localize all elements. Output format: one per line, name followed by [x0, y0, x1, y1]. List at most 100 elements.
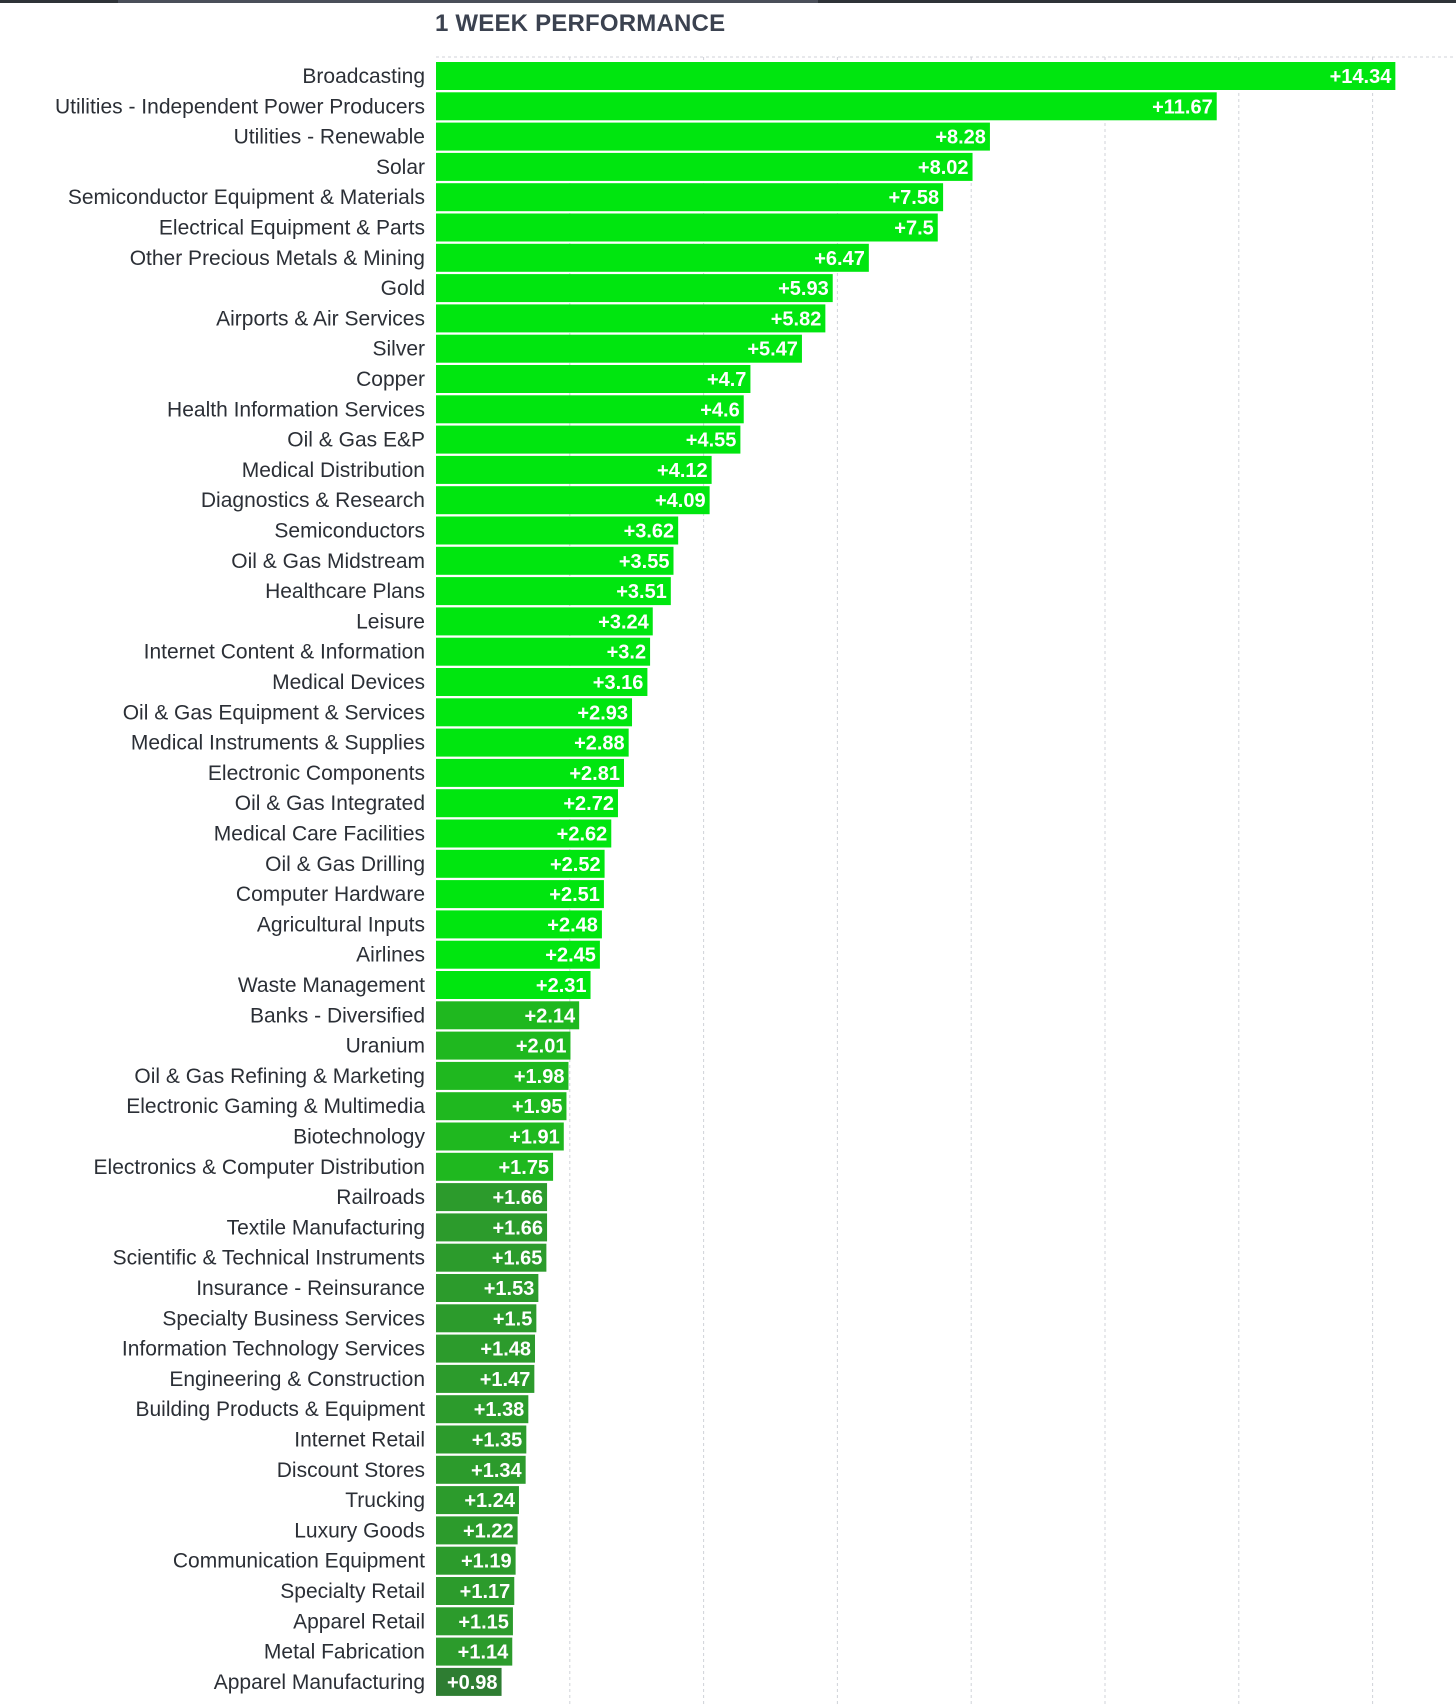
category-labels: Broadcasting Utilities - Independent Powe…	[55, 65, 426, 1694]
value-labels: +14.34 +11.67 +8.28 +8.02 +7.58 +7.5 +6.47 +5.9…	[447, 66, 1392, 1694]
bar	[436, 92, 1217, 121]
category-label: Uranium	[346, 1035, 425, 1058]
category-label: Internet Content & Information	[144, 641, 425, 664]
value-label: +14.34	[1330, 66, 1393, 88]
bar	[436, 62, 1396, 90]
category-label: Other Precious Metals & Mining	[130, 247, 425, 270]
value-label: +5.82	[771, 308, 822, 330]
value-label: +1.24	[464, 1490, 515, 1512]
bar	[436, 1546, 516, 1575]
value-label: +1.17	[460, 1581, 511, 1603]
bar	[436, 1092, 567, 1121]
category-label: Biotechnology	[293, 1126, 425, 1149]
category-label: Airports & Air Services	[216, 307, 425, 330]
bar	[436, 1061, 569, 1090]
bar	[436, 1637, 513, 1666]
bar	[436, 910, 602, 939]
category-label: Information Technology Services	[122, 1338, 425, 1361]
top-border-segment	[0, 0, 118, 3]
bar	[436, 698, 633, 727]
value-label: +2.88	[574, 733, 625, 755]
bar	[436, 940, 600, 969]
bar	[436, 819, 612, 848]
top-border-segment	[818, 0, 1456, 3]
bar	[436, 668, 648, 696]
category-label: Agricultural Inputs	[257, 913, 425, 936]
bar	[436, 1455, 526, 1484]
value-label: +2.52	[550, 854, 601, 876]
bar	[436, 637, 651, 666]
category-label: Healthcare Plans	[265, 580, 425, 603]
value-label: +1.38	[474, 1399, 525, 1421]
category-label: Scientific & Technical Instruments	[113, 1247, 425, 1270]
category-label: Oil & Gas Refining & Marketing	[134, 1065, 425, 1088]
value-label: +2.51	[549, 884, 600, 906]
bar	[436, 1001, 580, 1030]
bar	[436, 546, 674, 575]
bar	[436, 243, 869, 272]
value-label: +2.81	[569, 763, 620, 785]
value-label: +2.31	[536, 975, 587, 997]
category-label: Semiconductor Equipment & Materials	[68, 186, 425, 209]
bar	[436, 880, 604, 909]
bar	[436, 365, 751, 393]
category-label: Banks - Diversified	[250, 1004, 425, 1027]
bar	[436, 1243, 547, 1272]
value-label: +3.16	[593, 672, 644, 694]
value-label: +3.62	[624, 521, 675, 543]
value-label: +7.58	[888, 187, 939, 209]
category-label: Gold	[381, 277, 425, 300]
value-label: +4.55	[686, 430, 737, 452]
bar	[436, 1274, 539, 1302]
category-label: Internet Retail	[294, 1429, 425, 1452]
category-label: Textile Manufacturing	[227, 1216, 425, 1239]
bar	[436, 183, 944, 212]
category-label: Health Information Services	[167, 398, 425, 421]
value-label: +5.47	[747, 339, 798, 361]
value-label: +1.75	[498, 1157, 549, 1179]
value-label: +1.66	[492, 1217, 543, 1239]
category-label: Waste Management	[238, 974, 425, 997]
value-label: +1.95	[512, 1096, 563, 1118]
category-label: Copper	[356, 368, 425, 391]
category-label: Electronic Components	[208, 762, 425, 785]
value-label: +4.6	[700, 399, 739, 421]
bar	[436, 1516, 518, 1545]
category-label: Airlines	[356, 944, 425, 967]
value-label: +3.24	[598, 611, 649, 633]
value-label: +2.01	[516, 1036, 567, 1058]
value-label: +2.62	[557, 824, 608, 846]
category-label: Insurance - Reinsurance	[196, 1277, 425, 1300]
bar	[436, 1183, 548, 1212]
category-label: Engineering & Construction	[169, 1368, 425, 1391]
category-label: Leisure	[356, 610, 425, 633]
bar	[436, 577, 671, 606]
category-label: Discount Stores	[277, 1459, 425, 1482]
bar	[436, 516, 679, 545]
bar	[436, 1364, 535, 1393]
category-label: Communication Equipment	[173, 1550, 425, 1573]
category-label: Apparel Manufacturing	[214, 1671, 425, 1694]
category-label: Specialty Retail	[280, 1580, 425, 1603]
category-label: Diagnostics & Research	[201, 489, 425, 512]
value-label: +1.34	[471, 1460, 522, 1482]
value-label: +3.55	[619, 551, 670, 573]
value-label: +4.12	[657, 460, 708, 482]
category-label: Utilities - Renewable	[234, 126, 425, 149]
category-label: Electronics & Computer Distribution	[94, 1156, 425, 1179]
bar	[436, 1122, 564, 1151]
value-label: +1.66	[492, 1187, 543, 1209]
value-label: +2.93	[577, 702, 628, 724]
value-label: +1.53	[484, 1278, 535, 1300]
value-label: +8.28	[935, 127, 986, 149]
bar	[436, 304, 826, 333]
value-label: +1.91	[509, 1127, 560, 1149]
category-label: Oil & Gas Midstream	[231, 550, 425, 573]
bar	[436, 1395, 529, 1424]
value-label: +1.19	[461, 1551, 512, 1573]
value-label: +6.47	[814, 248, 865, 270]
bar	[436, 1152, 554, 1181]
bar	[436, 728, 629, 757]
value-label: +1.35	[472, 1430, 523, 1452]
